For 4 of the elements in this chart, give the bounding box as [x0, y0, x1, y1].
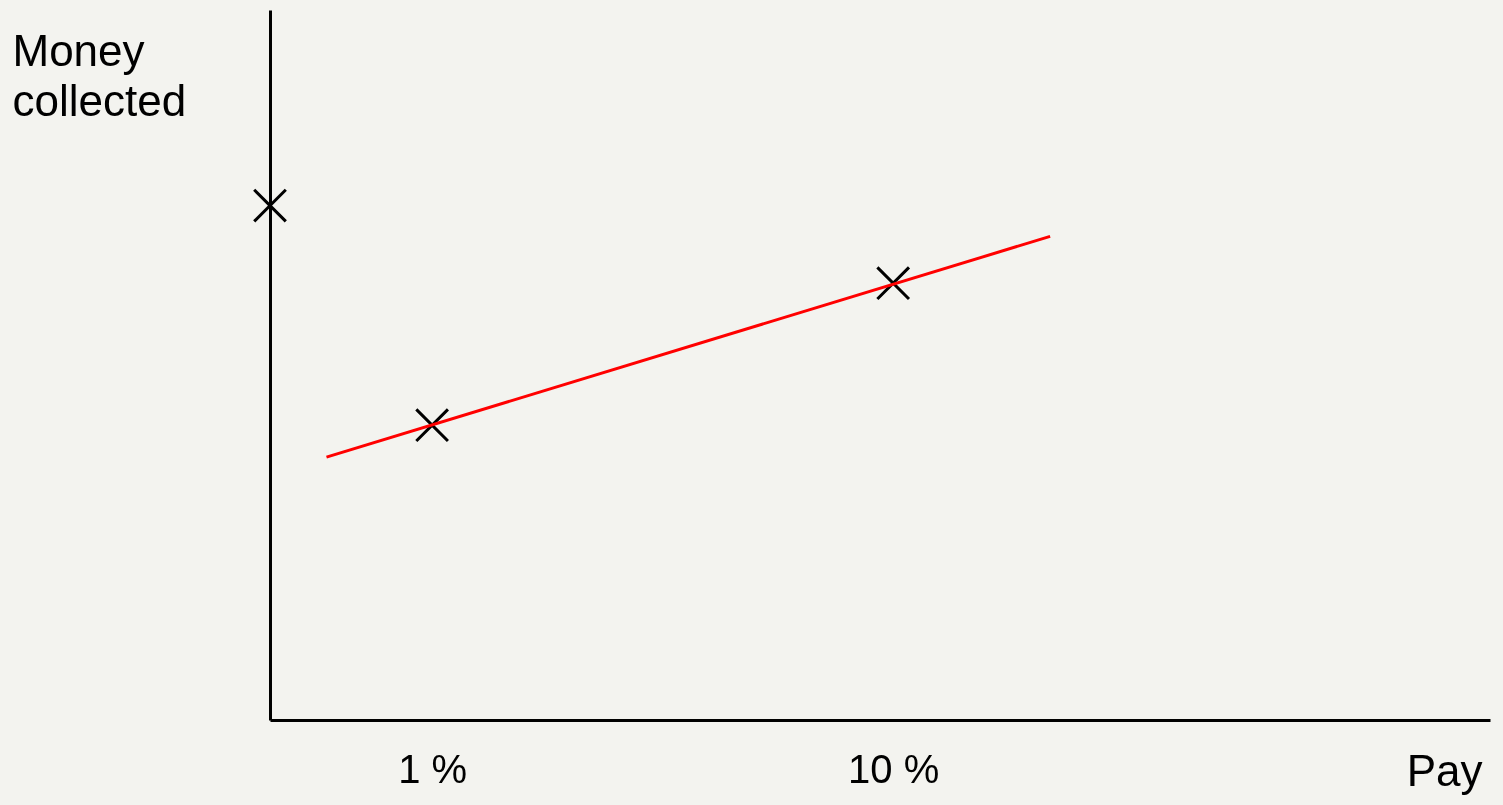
x-tick-label: 1 % [398, 746, 468, 791]
x-tick-label: 10 % [848, 746, 940, 791]
x-axis-title: Pay [1406, 745, 1483, 795]
y-axis-title: Money collected [12, 25, 187, 125]
